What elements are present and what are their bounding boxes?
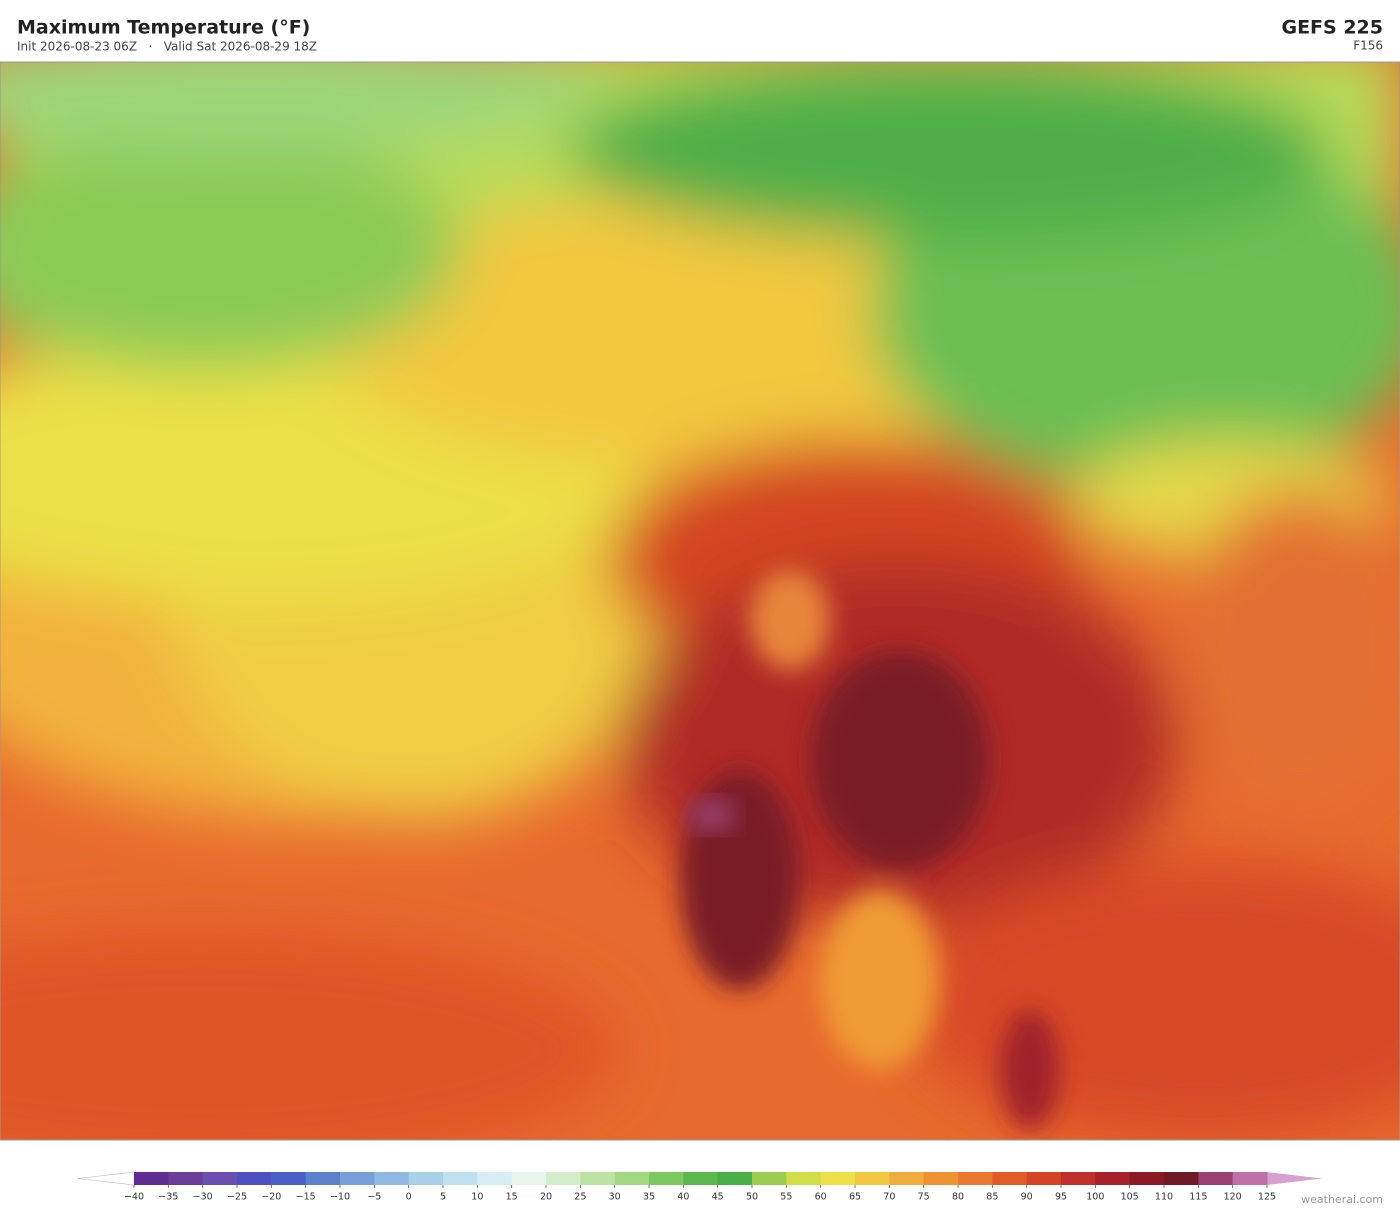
colorbar-segment [443,1172,478,1185]
colorbar-tick-label: 105 [1121,1192,1139,1203]
colorbar-tick-label: 110 [1155,1192,1173,1203]
colorbar-segment [752,1172,787,1185]
colorbar-tick-label: 55 [780,1192,792,1203]
colorbar-segment [580,1172,616,1185]
map-frame [0,61,1400,1141]
credit: weatherai.com [1301,1193,1383,1206]
colorbar-segment [683,1172,719,1185]
colorbar-segment [1129,1172,1165,1185]
colorbar-segment [1232,1172,1268,1185]
colorbar-segment [820,1172,856,1185]
colorbar-tick-label: 10 [471,1192,483,1203]
model: GEFS 225 [1281,17,1383,39]
colorbar-tick-label: 100 [1086,1192,1104,1203]
colorbar-segment [923,1172,959,1185]
colorbar-tick-label: −10 [330,1192,350,1203]
colorbar-segment [786,1172,822,1185]
colorbar-tick-label: 90 [1021,1192,1033,1203]
colorbar-tick-label: −20 [261,1192,281,1203]
colorbar-segment [855,1172,890,1185]
colorbar-tick-label: −40 [124,1192,144,1203]
colorbar-segment [1026,1172,1062,1185]
colorbar-segment [202,1172,238,1185]
colorbar-tick-label: 35 [643,1192,655,1203]
map [0,62,1400,1140]
colorbar-tick-label: −30 [193,1192,213,1203]
colorbar-tick-label: −25 [227,1192,247,1203]
colorbar-tick-label: 75 [918,1192,930,1203]
colorbar-segment [477,1172,513,1185]
colorbar-tick-label: 20 [540,1192,552,1203]
colorbar-tick-label: 80 [952,1192,964,1203]
colorbar-tick-label: −15 [296,1192,316,1203]
colorbar-tick-label: −35 [158,1192,178,1203]
colorbar-segment [1095,1172,1131,1185]
colorbar-tick-label: 70 [883,1192,895,1203]
title: Maximum Temperature (°F) [17,17,310,39]
colorbar-extend-low [77,1171,135,1186]
subtitle: Init 2026-08-23 06Z · Valid Sat 2026-08-… [17,40,317,54]
colorbar-tick-label: 5 [440,1192,446,1203]
colorbar-tick-label: 85 [986,1192,998,1203]
colorbar-tick-label: 50 [746,1192,758,1203]
colorbar-tick-label: 60 [815,1192,827,1203]
colorbar-segment [1164,1172,1199,1185]
colorbar-segment [374,1172,410,1185]
colorbar-segment [1061,1172,1096,1185]
colorbar-extend-high [1267,1172,1322,1185]
colorbar-tick-label: 30 [609,1192,621,1203]
colorbar-segment [717,1172,753,1185]
colorbar-segment [889,1172,925,1185]
colorbar-segment [408,1172,444,1185]
colorbar-segment [134,1172,169,1185]
colorbar-tick-label: 120 [1224,1192,1242,1203]
colorbar-segment [237,1172,272,1185]
colorbar-tick-label: 65 [849,1192,861,1203]
colorbar-segment [614,1172,650,1185]
forecast-hour: F156 [1353,39,1383,53]
colorbar-tick-label: 40 [677,1192,689,1203]
colorbar: −40 −35 −30 −25 −20 −15 −10 −5 0 5 10 15 20 25 30 35 40 4… [77,1171,1322,1203]
colorbar-tick-label: 0 [406,1192,412,1203]
colorbar-segment [511,1172,547,1185]
colorbar-segment [546,1172,581,1185]
colorbar-segment [1198,1172,1234,1185]
colorbar-tick-label: 125 [1258,1192,1276,1203]
colorbar-segment [340,1172,375,1185]
colorbar-tick-label: 45 [712,1192,724,1203]
colorbar-tick-label: −5 [367,1192,381,1203]
colorbar-tick-label: 115 [1189,1192,1207,1203]
colorbar-segment [271,1172,307,1185]
colorbar-segment [958,1172,993,1185]
colorbar-segment [168,1172,204,1185]
colorbar-segment [305,1172,341,1185]
colorbar-tick-label: 15 [506,1192,518,1203]
colorbar-tick-label: 25 [574,1192,586,1203]
colorbar-segment [649,1172,684,1185]
colorbar-segment [992,1172,1028,1185]
colorbar-tick-label: 95 [1055,1192,1067,1203]
